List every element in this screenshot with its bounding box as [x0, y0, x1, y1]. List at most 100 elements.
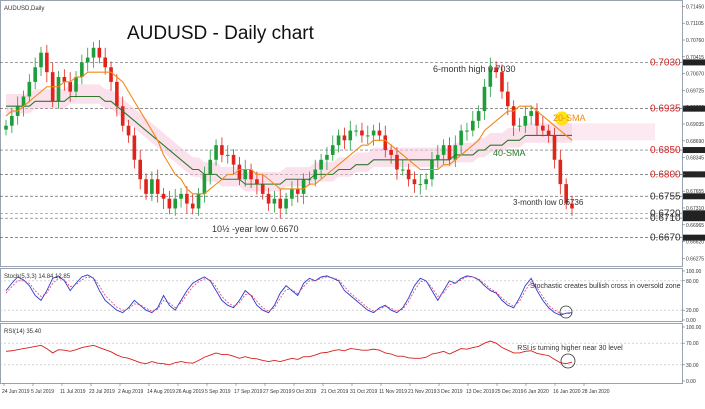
candle-body	[406, 169, 411, 180]
candle-body	[21, 96, 26, 107]
annotation-label: 10½ -year low 0.6670	[212, 224, 299, 234]
candle-body	[68, 81, 72, 92]
candle-body	[45, 52, 49, 73]
candle-body	[173, 198, 178, 209]
annotations: 6-month high 0.7030 20-SMA 40-SMA 3-month l…	[212, 64, 681, 352]
candle-body	[255, 179, 259, 185]
y-tick-label: 0.68345	[686, 156, 704, 162]
candle-body	[290, 188, 294, 199]
candle-body	[27, 81, 32, 97]
candle-body	[424, 179, 428, 185]
candle-body	[301, 179, 306, 194]
level-label: 0.6720	[650, 208, 681, 219]
level-price-tag	[683, 234, 705, 241]
x-tick-label: 17 Sep 2019	[234, 389, 263, 395]
x-tick-label: 11 Jul 2019	[60, 389, 86, 395]
x-tick-label: 16 Jan 2020	[553, 389, 581, 395]
candle-body	[155, 179, 160, 194]
stoch-label: Stoch(5,3,3) 14.84 12.85	[4, 274, 71, 280]
candle-body	[506, 91, 510, 107]
candle-body	[97, 47, 102, 58]
x-tick-label: 5 Jul 2019	[31, 389, 54, 395]
level-price-tag	[683, 147, 705, 154]
candle-body	[249, 169, 253, 180]
stoch-y-tick-label: 0.00	[686, 318, 696, 324]
candle-body	[412, 179, 417, 185]
candle-body	[74, 77, 78, 92]
x-tick-label: 21 Nov 2019	[408, 389, 437, 395]
candle-body	[529, 111, 533, 116]
y-tick-label: 0.70415	[686, 55, 704, 61]
x-tick-label: 11 Nov 2019	[379, 389, 407, 395]
level-price-tag	[683, 215, 705, 222]
candle-body	[447, 145, 452, 160]
support-resistance-levels: 0.70300.69350.68500.68000.67550.67200.67…	[0, 57, 705, 244]
level-label: 0.6670	[650, 233, 681, 244]
x-tick-label: 5 Sep 2019	[205, 389, 231, 395]
candle-body	[570, 203, 574, 209]
x-tick-label: 6 Jan 2020	[524, 389, 549, 395]
x-tick-label: 9 Oct 2019	[292, 389, 317, 395]
candle-body	[126, 125, 131, 136]
rsi-line	[5, 340, 576, 369]
candle-body	[552, 135, 557, 160]
annotation-label: 40-SMA	[493, 148, 526, 158]
candle-body	[179, 193, 183, 199]
sma-cross-highlight	[555, 111, 569, 126]
candle-body	[377, 130, 382, 136]
candle-body	[564, 184, 568, 204]
candle-body	[371, 130, 376, 136]
sma20-line	[5, 71, 573, 195]
candle-body	[138, 159, 143, 180]
level-label: 0.6935	[650, 104, 681, 115]
level-price-tag	[683, 193, 705, 200]
annotation-label: 20-SMA	[553, 113, 586, 123]
candle-body	[56, 77, 61, 102]
candle-body	[167, 198, 172, 209]
candle-body	[441, 145, 446, 155]
candle-body	[103, 57, 108, 68]
candle-body	[418, 184, 423, 186]
candle-body	[476, 111, 481, 121]
x-tick-label: 28 Jan 2020	[582, 389, 610, 395]
candle-body	[360, 130, 364, 136]
candle-body	[558, 159, 563, 185]
level-label: 0.6710	[650, 213, 681, 224]
stoch-cross-circle	[559, 305, 573, 319]
candle-body	[144, 179, 148, 194]
rsi-y-tick-label: 0.00	[686, 379, 696, 385]
candle-body	[383, 135, 388, 151]
y-axis: 0.71450 0.71105 0.70760 0.70415 0.70070 0.697…	[682, 4, 704, 385]
candle-body	[85, 57, 90, 63]
candle-body	[272, 198, 277, 204]
x-tick-label: 21 Oct 2019	[321, 389, 348, 395]
candle-body	[325, 154, 329, 160]
stoch-annotation: Stochastic creates bullish cross in over…	[530, 283, 681, 290]
candles	[4, 40, 574, 219]
y-tick-label: 0.69380	[686, 105, 704, 111]
candle-body	[196, 193, 201, 209]
candle-body	[120, 106, 125, 126]
level-price-tag	[683, 171, 705, 178]
candle-body	[500, 72, 504, 92]
annotation-label: 6-month high 0.7030	[433, 64, 516, 74]
candle-body	[365, 135, 370, 137]
candle-body	[535, 111, 539, 126]
level-price-tag	[683, 210, 705, 217]
candle-body	[237, 164, 242, 180]
x-tick-label: 31 Oct 2019	[350, 389, 377, 395]
stoch-y-tick-label: 20.00	[686, 308, 699, 314]
candle-body	[4, 125, 8, 130]
x-tick-label: 24 Jun 2019	[2, 389, 30, 395]
candle-body	[470, 120, 475, 131]
x-axis: 24 Jun 2019 5 Jul 2019 11 Jul 2019 23 Jul 2…	[2, 383, 610, 395]
candle-body	[109, 67, 113, 82]
level-label: 0.7030	[650, 57, 681, 68]
y-tick-label: 0.71450	[686, 4, 704, 10]
grid-lines	[0, 280, 682, 366]
symbol-label: AUDUSD,Daily	[4, 6, 44, 12]
candle-body	[400, 169, 405, 171]
candle-body	[459, 130, 463, 146]
candle-body	[266, 193, 271, 204]
